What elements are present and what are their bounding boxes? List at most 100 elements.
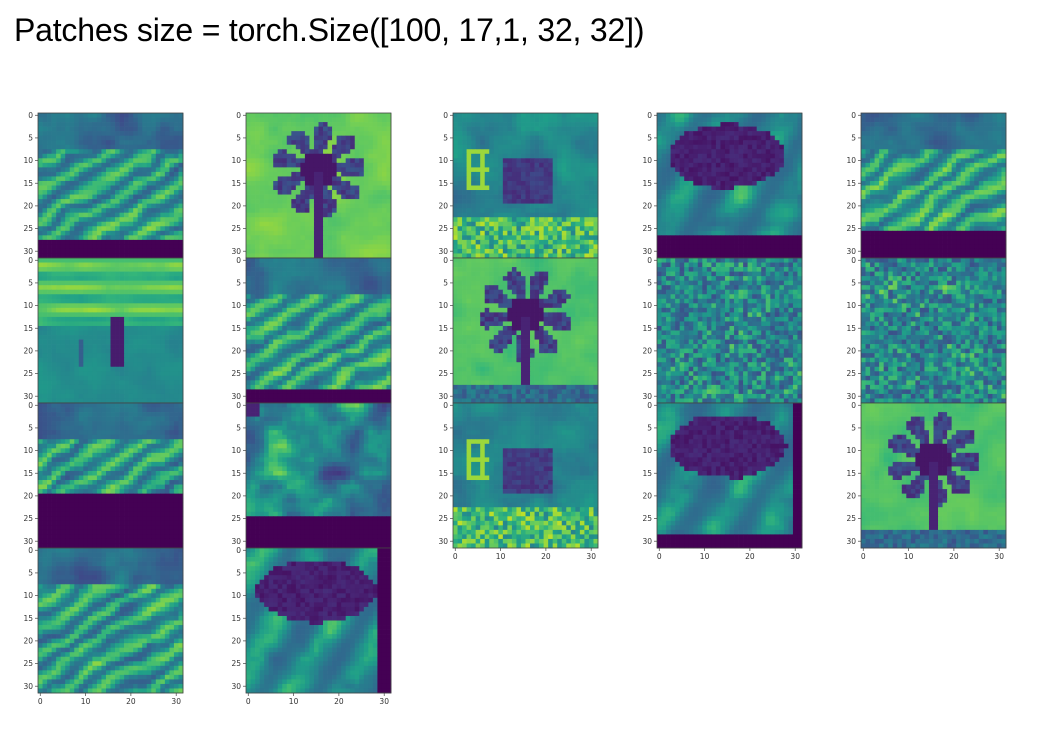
y-tick-label: 30 [23,392,33,401]
y-tick-label: 10 [438,446,448,455]
y-tick-label: 10 [438,301,448,310]
patch-panel-c1-r3: 0 5 10 15 20 25 30 [23,401,184,549]
y-tick-label: 0 [236,546,241,555]
x-tick-label: 30 [994,552,1004,561]
y-tick-label: 10 [23,446,33,455]
patch-panel-c1-r1: 0 5 10 15 20 25 30 [23,111,184,259]
y-tick-label: 20 [23,346,33,355]
y-tick-label: 20 [231,201,241,210]
y-tick-label: 30 [23,247,33,256]
y-tick-label: 30 [231,392,241,401]
y-tick-label: 5 [647,134,652,143]
patch-panel-c5-r3: 0 5 10 15 20 25 30 0 10 20 30 [846,401,1007,561]
y-tick-label: 25 [438,224,448,233]
y-tick-label: 25 [438,369,448,378]
y-tick-label: 0 [443,256,448,265]
y-tick-label: 30 [438,537,448,546]
patch-panel-c4-r2: 0 5 10 15 20 25 30 [642,256,803,404]
y-tick-label: 15 [231,614,241,623]
y-tick-label: 10 [846,446,856,455]
y-tick-label: 15 [231,179,241,188]
y-tick-label: 20 [846,201,856,210]
y-tick-label: 30 [846,392,856,401]
panel-frame [452,402,599,549]
x-tick-label: 0 [246,697,251,706]
y-tick-label: 20 [438,491,448,500]
patch-panel-c3-r3: 0 5 10 15 20 25 30 0 10 20 30 [438,401,599,561]
x-tick-label: 30 [790,552,800,561]
y-tick-label: 15 [23,179,33,188]
y-tick-label: 10 [642,301,652,310]
y-tick-label: 10 [23,301,33,310]
y-tick-label: 25 [846,369,856,378]
panel-frame [37,547,184,694]
y-tick-label: 0 [236,401,241,410]
y-tick-label: 30 [642,537,652,546]
patch-panel-c2-r2: 0 5 10 15 20 25 30 [231,256,392,404]
y-tick-label: 5 [443,424,448,433]
y-tick-label: 20 [846,491,856,500]
y-tick-label: 0 [851,111,856,120]
y-tick-label: 10 [23,156,33,165]
y-tick-label: 20 [438,201,448,210]
y-tick-label: 25 [231,369,241,378]
y-tick-label: 30 [438,247,448,256]
y-tick-label: 5 [851,134,856,143]
y-tick-label: 5 [851,279,856,288]
y-tick-label: 30 [642,392,652,401]
y-tick-label: 0 [443,111,448,120]
x-tick-label: 20 [949,552,959,561]
y-tick-label: 30 [846,537,856,546]
y-tick-label: 5 [851,424,856,433]
patch-panel-c5-r1: 0 5 10 15 20 25 30 [846,111,1007,259]
y-tick-label: 0 [236,111,241,120]
x-tick-label: 10 [904,552,914,561]
y-tick-label: 25 [23,514,33,523]
y-tick-label: 20 [642,201,652,210]
y-tick-label: 15 [438,469,448,478]
y-tick-label: 5 [443,134,448,143]
y-tick-label: 30 [231,682,241,691]
y-tick-label: 25 [642,514,652,523]
y-tick-label: 20 [23,636,33,645]
patch-panel-c1-r4: 0 5 10 15 20 25 30 0 10 20 30 [23,546,184,706]
y-tick-label: 20 [846,346,856,355]
y-tick-label: 25 [23,224,33,233]
x-tick-label: 10 [289,697,299,706]
y-tick-label: 10 [23,591,33,600]
y-tick-label: 10 [642,446,652,455]
y-tick-label: 25 [846,224,856,233]
y-tick-label: 25 [642,224,652,233]
y-tick-label: 25 [231,659,241,668]
y-tick-label: 15 [642,324,652,333]
y-tick-label: 0 [28,546,33,555]
y-tick-label: 30 [846,247,856,256]
patch-panel-c1-r2: 0 5 10 15 20 25 30 [23,256,184,404]
y-tick-label: 25 [23,659,33,668]
y-tick-label: 0 [28,111,33,120]
y-tick-label: 0 [647,401,652,410]
y-tick-label: 10 [846,156,856,165]
x-tick-label: 20 [334,697,344,706]
y-tick-label: 0 [28,401,33,410]
y-tick-label: 0 [851,256,856,265]
y-tick-label: 5 [443,279,448,288]
y-tick-label: 20 [642,491,652,500]
y-tick-label: 30 [23,682,33,691]
y-tick-label: 20 [23,491,33,500]
y-tick-label: 5 [647,279,652,288]
y-tick-label: 30 [438,392,448,401]
y-tick-label: 5 [647,424,652,433]
x-tick-label: 30 [379,697,389,706]
y-tick-label: 10 [231,156,241,165]
x-tick-label: 10 [81,697,91,706]
y-tick-label: 0 [443,401,448,410]
patch-panel-c2-r3: 0 5 10 15 20 25 30 [231,401,392,549]
y-tick-label: 25 [642,369,652,378]
x-tick-label: 20 [745,552,755,561]
x-tick-label: 30 [171,697,181,706]
y-tick-label: 25 [231,224,241,233]
x-tick-label: 20 [126,697,136,706]
y-tick-label: 10 [231,301,241,310]
